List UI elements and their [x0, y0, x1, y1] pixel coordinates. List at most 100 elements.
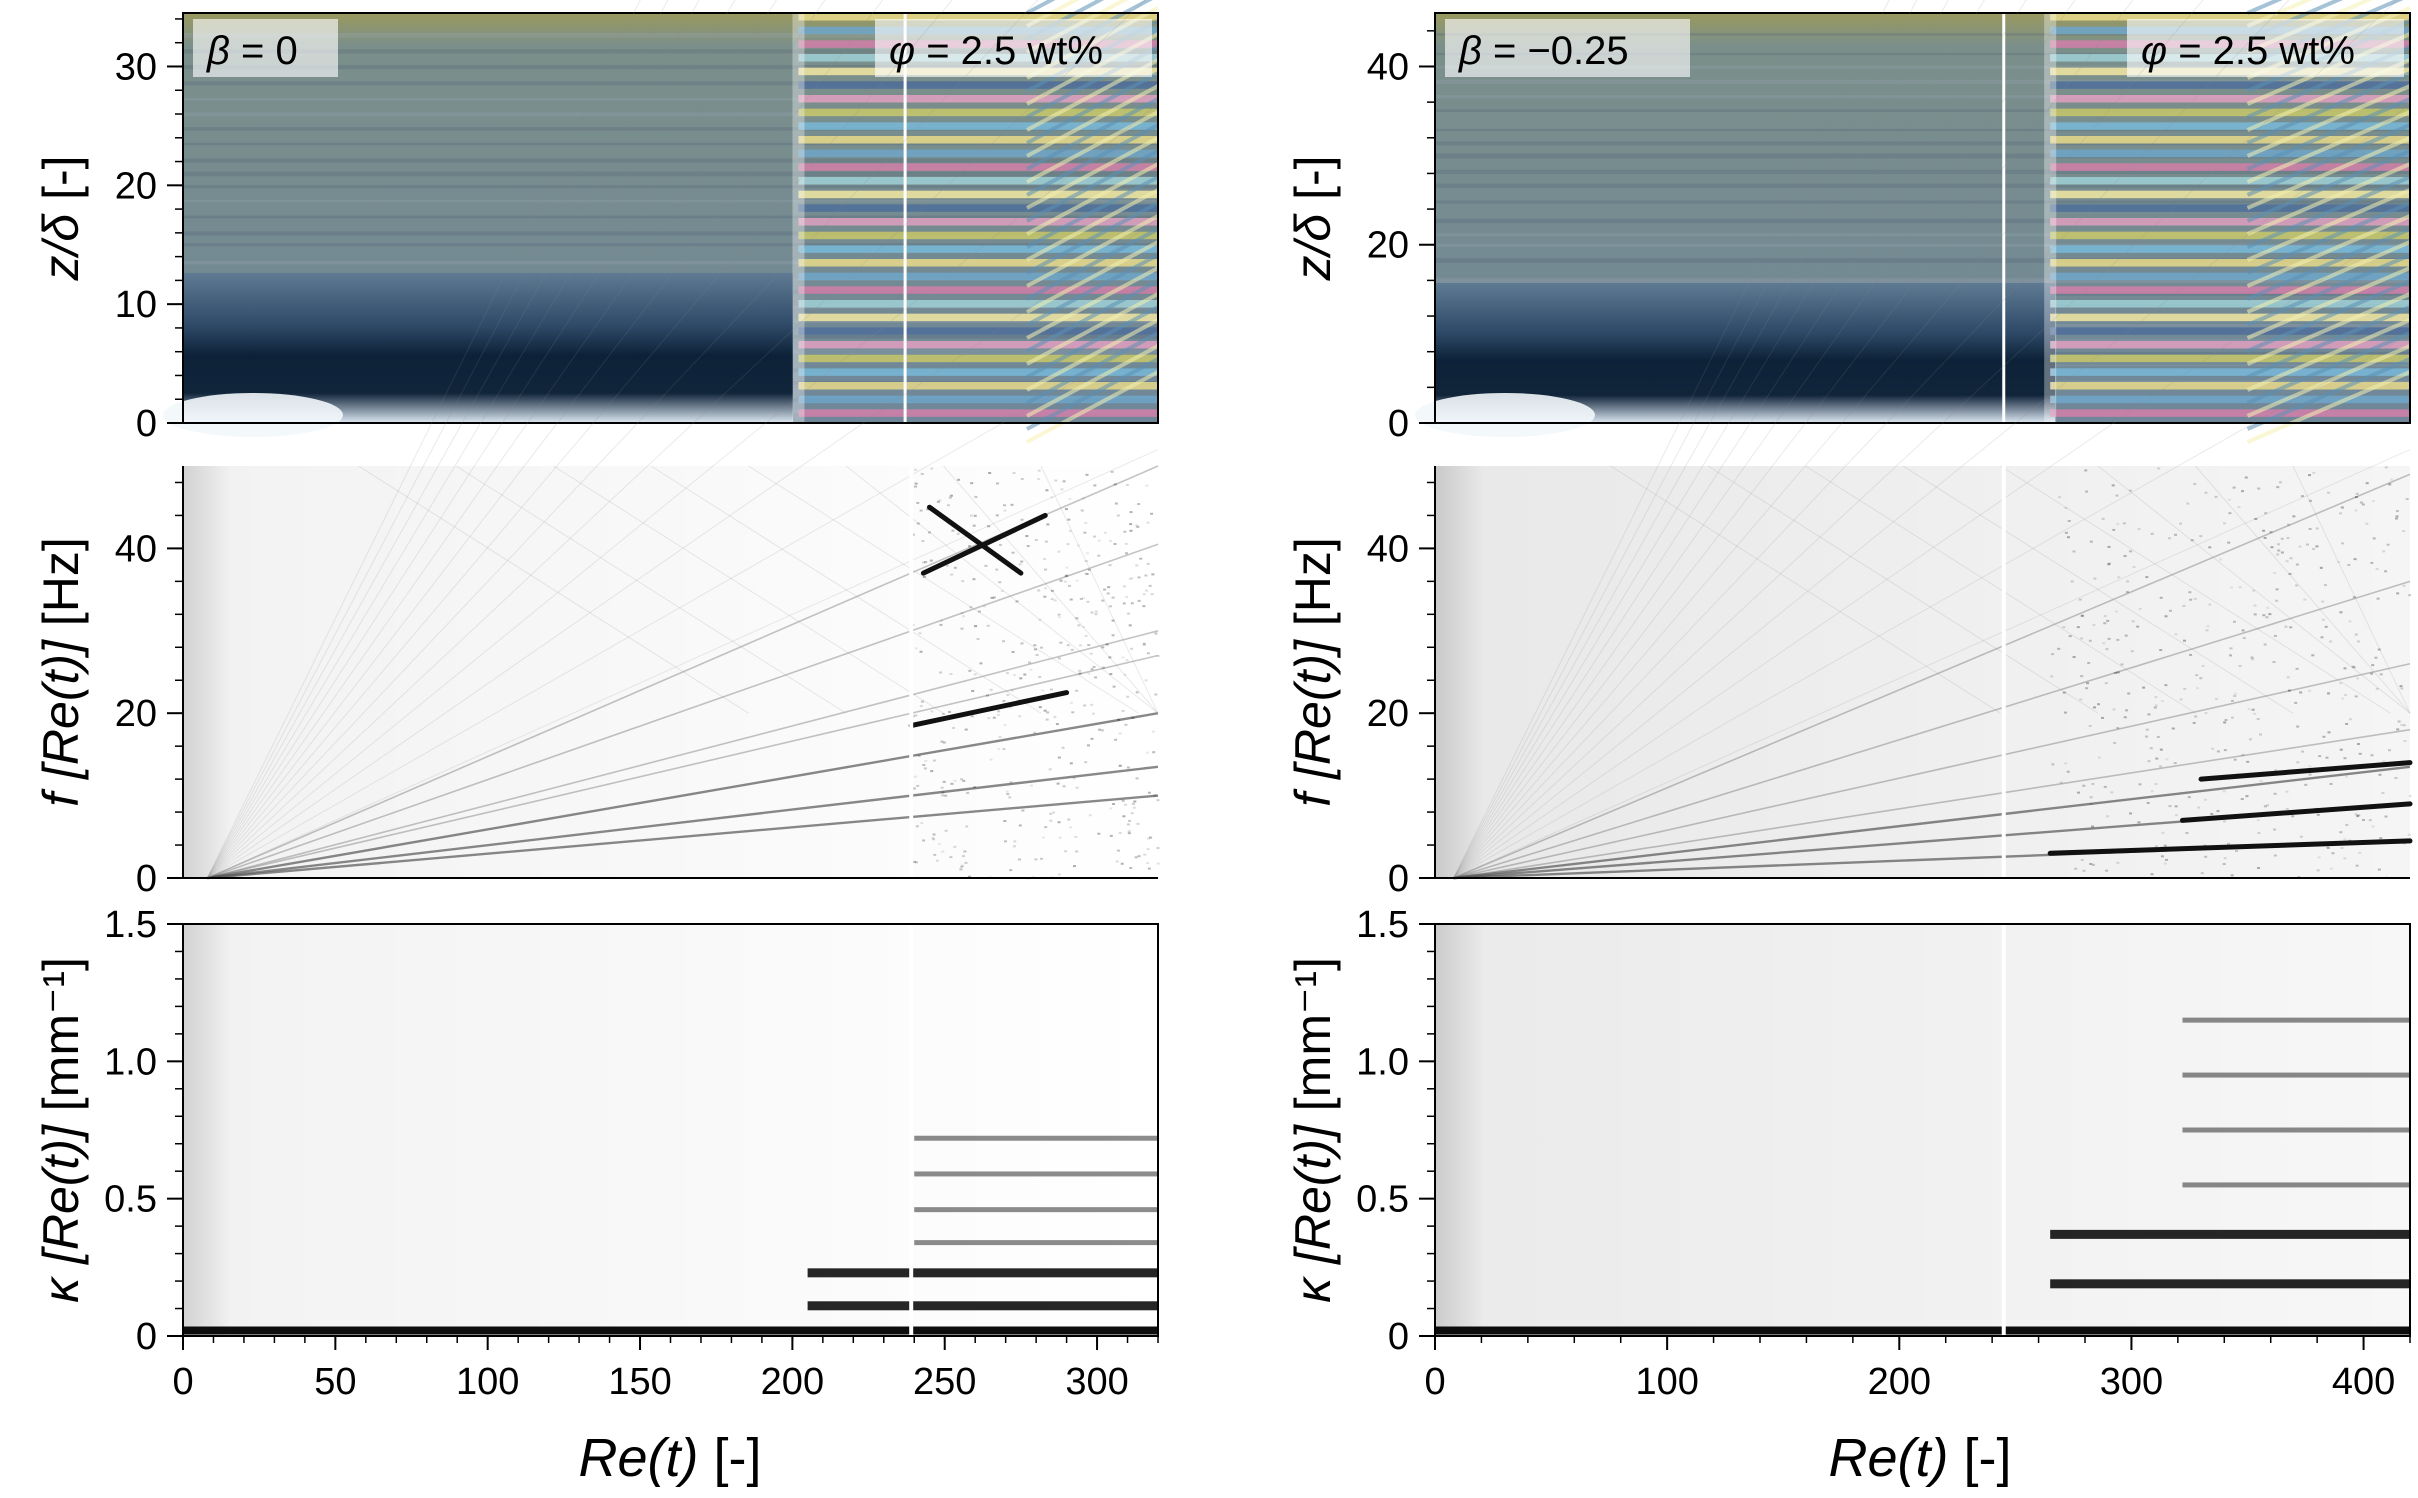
- alias-line-right-5: [2097, 465, 2411, 714]
- spectrum-speckle-left-149: [1118, 765, 1122, 768]
- spectrum-speckle-right-286: [2157, 467, 2161, 470]
- spectrum-speckle-right-341: [2259, 733, 2263, 736]
- spectrum-speckle-right-23: [2156, 735, 2160, 738]
- right-column: β = −0.25 φ = 2.5 wt% 0 20 40 0 20 40 0 0.5 1.…: [1285, 0, 2413, 1488]
- frequency-panel-left: 0 20 40: [115, 0, 1160, 900]
- spectrum-speckle-right-169: [2179, 698, 2183, 701]
- spectrum-speckle-left-128: [1086, 744, 1090, 747]
- spectrum-speckle-right-241: [2107, 545, 2111, 548]
- space-time-texture-line-right-8: [1435, 153, 2410, 159]
- space-time-stripe-right-7: [2050, 108, 2410, 117]
- spectrum-speckle-left-227: [1137, 855, 1141, 858]
- spectrum-speckle-left-115: [1069, 826, 1073, 829]
- spectrum-speckle-left-352: [1108, 656, 1112, 659]
- spectrum-speckle-right-314: [2276, 486, 2280, 489]
- spectrum-speckle-right-234: [2316, 813, 2320, 816]
- spectrum-speckle-right-187: [2106, 815, 2110, 818]
- spectrum-speckle-left-277: [964, 861, 968, 864]
- spectrum-speckle-right-251: [2051, 763, 2055, 766]
- spectrum-speckle-left-134: [1124, 542, 1128, 545]
- spectrum-speckle-right-410: [2104, 682, 2108, 685]
- spectrum-speckle-left-213: [1124, 803, 1128, 806]
- spectrum-speckle-left-48: [971, 689, 975, 692]
- spectrum-speckle-right-79: [2296, 725, 2300, 728]
- space-time-stripe-right-5: [2050, 81, 2410, 89]
- spectrum-speckle-right-336: [2107, 637, 2111, 640]
- spectrum-speckle-right-84: [2345, 823, 2349, 826]
- spectrum-speckle-right-29: [2222, 820, 2226, 823]
- spectrum-speckle-left-412: [1053, 716, 1057, 719]
- spectrum-speckle-left-220: [1131, 802, 1135, 805]
- spectrum-speckle-right-148: [2159, 596, 2163, 599]
- spectrum-speckle-left-139: [974, 625, 978, 628]
- spectrum-speckle-left-416: [1129, 866, 1133, 869]
- spectrum-speckle-left-82: [1145, 589, 1149, 592]
- spectrum-speckle-left-114: [998, 736, 1002, 739]
- harmonic-faint-right-4: [1453, 0, 2398, 879]
- spectrum-speckle-left-355: [1078, 669, 1082, 672]
- spectrum-speckle-left-323: [1086, 600, 1090, 603]
- spectrum-speckle-right-384: [2092, 623, 2096, 626]
- space-time-stripe-left-28: [798, 395, 1158, 404]
- spectrum-speckle-right-50: [2341, 542, 2345, 545]
- spectrum-speckle-left-74: [1126, 766, 1130, 769]
- harmonic-faint-left-4: [207, 0, 1146, 879]
- spectrum-speckle-left-119: [914, 468, 918, 471]
- spectrum-speckle-right-70: [2112, 528, 2116, 531]
- spectrum-speckle-right-174: [2277, 543, 2281, 546]
- spectrum-speckle-right-118: [2208, 546, 2212, 549]
- ytick-label-space-time-right-0: 0: [1388, 403, 1409, 445]
- space-time-stripe-left-24: [798, 341, 1158, 349]
- space-time-stripe-right-10: [2050, 149, 2410, 158]
- spectrum-speckle-right-226: [2340, 506, 2344, 509]
- alias-line-right-4: [2000, 465, 2391, 714]
- spectrum-speckle-right-382: [2256, 819, 2260, 822]
- spectrum-speckle-right-153: [2325, 756, 2329, 759]
- spectrum-speckle-left-108: [1062, 480, 1066, 483]
- spectrum-speckle-left-369: [973, 673, 977, 676]
- space-time-stripe-right-16: [2050, 231, 2410, 240]
- wavenumber-band-left-2: [807, 1268, 1158, 1278]
- spectrum-speckle-right-140: [2240, 798, 2244, 801]
- spectrum-speckle-right-407: [2237, 506, 2241, 509]
- spectral-ridge-left-0: [908, 690, 1070, 729]
- spectrum-speckle-right-342: [2286, 537, 2290, 540]
- spectrum-speckle-right-254: [2251, 708, 2255, 711]
- spectrum-speckle-right-219: [2361, 503, 2365, 506]
- spectrum-speckle-right-248: [2361, 818, 2365, 821]
- spectrum-speckle-right-370: [2080, 675, 2084, 678]
- space-time-texture-line-left-11: [183, 199, 1158, 203]
- harmonic-line-right-5: [1453, 580, 2411, 879]
- space-time-stripe-left-14: [798, 204, 1158, 212]
- space-time-wave-left-29: [1026, 318, 1159, 392]
- spectrum-speckle-left-252: [947, 711, 951, 714]
- spectrum-speckle-left-221: [1020, 560, 1024, 563]
- space-time-stripe-right-8: [2050, 122, 2410, 130]
- spectrum-speckle-left-262: [1101, 646, 1105, 649]
- spectrum-speckle-left-251: [1006, 694, 1010, 697]
- spectrum-speckle-left-211: [1072, 777, 1076, 780]
- spectrum-speckle-right-95: [2125, 591, 2129, 594]
- spectrum-speckle-left-170: [960, 778, 964, 781]
- spectrum-speckle-right-350: [2064, 506, 2068, 509]
- spectrum-speckle-right-406: [2153, 706, 2157, 709]
- spectrum-speckle-left-343: [1037, 469, 1041, 472]
- spectrum-speckle-left-133: [1111, 619, 1115, 622]
- spectrum-speckle-right-353: [2086, 682, 2090, 685]
- spectrum-speckle-left-242: [932, 833, 936, 836]
- spectrum-speckle-left-400: [1146, 521, 1150, 524]
- spectrum-speckle-left-198: [1074, 835, 1078, 838]
- spectrum-speckle-left-305: [992, 596, 996, 599]
- spectrum-speckle-right-346: [2223, 721, 2227, 724]
- spectrum-speckle-right-108: [2354, 509, 2358, 512]
- spectrum-speckle-left-333: [1043, 709, 1047, 712]
- spectrum-speckle-right-195: [2214, 495, 2218, 498]
- spectrum-speckle-left-279: [1120, 862, 1124, 865]
- spectrum-speckle-left-122: [972, 524, 976, 527]
- spectrum-speckle-right-390: [2323, 584, 2327, 587]
- spectrum-speckle-right-12: [2125, 709, 2129, 712]
- spectrum-speckle-left-104: [1029, 784, 1033, 787]
- spectrum-speckle-left-308: [1128, 577, 1132, 580]
- spectrum-speckle-left-341: [1045, 489, 1049, 492]
